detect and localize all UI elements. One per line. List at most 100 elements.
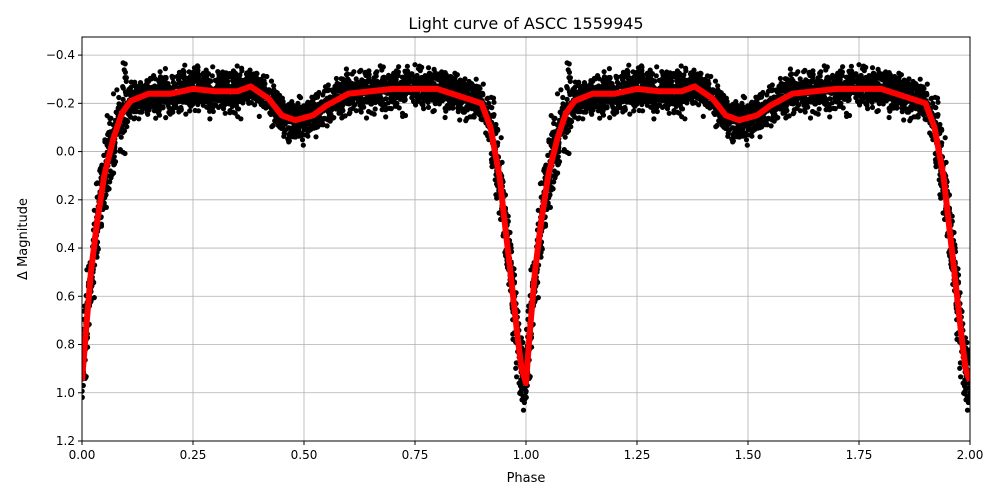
data-point xyxy=(555,91,560,96)
data-point xyxy=(861,64,866,69)
data-point xyxy=(401,98,406,103)
data-point xyxy=(384,106,389,111)
data-point xyxy=(933,105,938,110)
data-point xyxy=(418,68,423,73)
data-point xyxy=(876,108,881,113)
data-point xyxy=(565,86,570,91)
data-point xyxy=(958,374,963,379)
data-point xyxy=(550,130,555,135)
data-point xyxy=(845,98,850,103)
data-point xyxy=(514,374,519,379)
data-point xyxy=(679,63,684,68)
data-point xyxy=(221,106,226,111)
data-point xyxy=(235,63,240,68)
data-point xyxy=(443,70,448,75)
data-point xyxy=(127,91,132,96)
data-point xyxy=(354,108,359,113)
data-point xyxy=(196,108,201,113)
data-point xyxy=(104,205,109,210)
data-point xyxy=(108,116,113,121)
data-point xyxy=(865,106,870,111)
data-point xyxy=(607,66,612,71)
data-point xyxy=(920,84,925,89)
data-point xyxy=(552,175,557,180)
data-point xyxy=(662,76,667,81)
data-point xyxy=(944,160,949,165)
data-point xyxy=(640,108,645,113)
data-point xyxy=(560,95,565,100)
data-point xyxy=(713,124,718,129)
data-point xyxy=(523,390,528,395)
data-point xyxy=(207,116,212,121)
data-point xyxy=(870,105,875,110)
data-point xyxy=(163,66,168,71)
data-point xyxy=(323,116,328,121)
data-point xyxy=(364,115,369,120)
data-point xyxy=(181,68,186,73)
data-point xyxy=(426,65,431,70)
data-point xyxy=(521,408,526,413)
data-point xyxy=(548,205,553,210)
data-point xyxy=(920,111,925,116)
data-point xyxy=(833,106,838,111)
data-point xyxy=(667,111,672,116)
data-point xyxy=(657,103,662,108)
data-point xyxy=(483,130,488,135)
data-point xyxy=(965,408,970,413)
data-point xyxy=(746,125,751,130)
data-point xyxy=(486,101,491,106)
data-point xyxy=(432,108,437,113)
data-point xyxy=(742,95,747,100)
data-point xyxy=(923,117,928,122)
data-point xyxy=(457,117,462,122)
data-point xyxy=(778,76,783,81)
data-point xyxy=(901,117,906,122)
data-point xyxy=(660,84,665,89)
data-point xyxy=(713,79,718,84)
data-point xyxy=(211,109,216,114)
data-point xyxy=(470,90,475,95)
data-point xyxy=(927,130,932,135)
data-point xyxy=(914,90,919,95)
data-point xyxy=(427,71,432,76)
data-point xyxy=(943,135,948,140)
data-point xyxy=(623,107,628,112)
data-point xyxy=(301,143,306,148)
data-point xyxy=(313,134,318,139)
data-point xyxy=(513,366,518,371)
data-point xyxy=(389,106,394,111)
data-point xyxy=(500,160,505,165)
data-point xyxy=(269,79,274,84)
data-point xyxy=(149,104,154,109)
data-point xyxy=(683,66,688,71)
data-point xyxy=(651,116,656,121)
data-point xyxy=(405,64,410,69)
data-point xyxy=(121,86,126,91)
data-point xyxy=(552,116,557,121)
data-point xyxy=(412,62,417,67)
data-point xyxy=(223,111,228,116)
data-point xyxy=(887,70,892,75)
data-point xyxy=(286,126,291,131)
data-point xyxy=(218,76,223,81)
data-point xyxy=(107,186,112,191)
data-point xyxy=(925,82,930,87)
data-point xyxy=(856,62,861,67)
data-point xyxy=(286,139,291,144)
data-point xyxy=(865,99,870,104)
data-point xyxy=(400,114,405,119)
data-point xyxy=(210,64,215,69)
data-point xyxy=(593,104,598,109)
data-point xyxy=(655,109,660,114)
data-point xyxy=(187,108,192,113)
data-point xyxy=(767,116,772,121)
data-point xyxy=(323,84,328,89)
data-point xyxy=(299,130,304,135)
data-point xyxy=(626,63,631,68)
data-point xyxy=(476,84,481,89)
data-point xyxy=(350,71,355,76)
data-point xyxy=(631,108,636,113)
data-point xyxy=(665,106,670,111)
data-point xyxy=(568,79,573,84)
